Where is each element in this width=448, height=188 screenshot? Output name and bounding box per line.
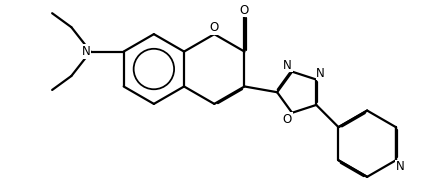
Text: N: N: [82, 45, 90, 58]
Text: N: N: [396, 160, 405, 173]
Text: O: O: [283, 113, 292, 126]
Text: N: N: [316, 67, 325, 80]
Text: N: N: [283, 59, 292, 72]
Text: O: O: [210, 21, 219, 34]
Text: O: O: [240, 4, 249, 17]
